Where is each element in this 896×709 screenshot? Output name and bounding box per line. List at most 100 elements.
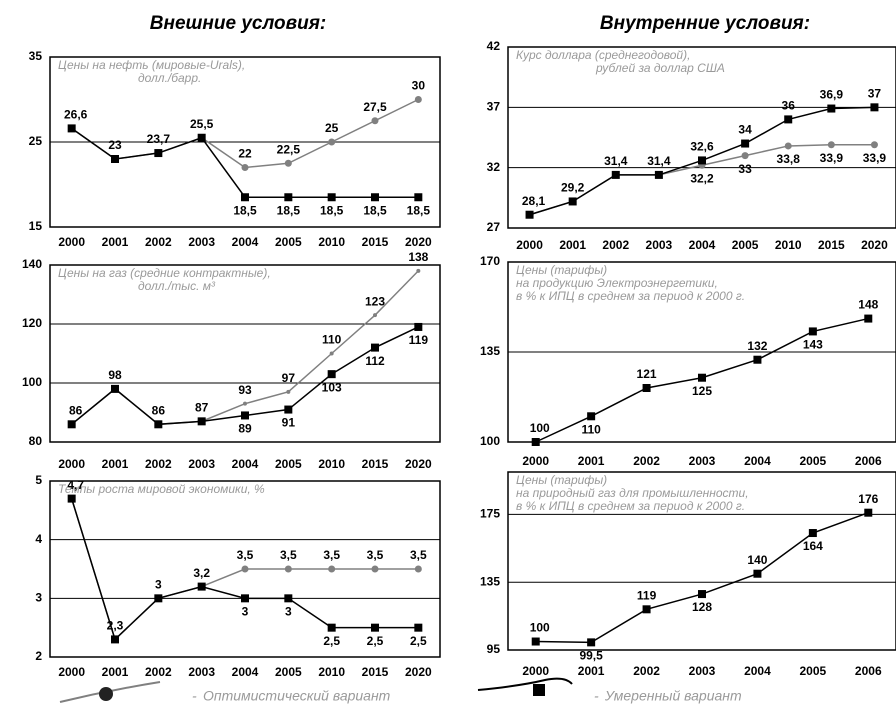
chart-title: Цены (тарифы): [516, 473, 607, 487]
chart-title: Курс доллара (среднегодовой),: [516, 48, 690, 62]
y-tick-label: 140: [22, 257, 42, 271]
point: [284, 159, 292, 167]
value-label: 164: [803, 539, 823, 553]
point: [329, 351, 334, 356]
value-label: 25,5: [190, 117, 214, 131]
value-label: 3,5: [280, 548, 297, 562]
x-tick-label: 2004: [744, 664, 771, 678]
chart-title: долл./тыс. м³: [138, 279, 216, 293]
y-tick-label: 32: [487, 160, 501, 174]
point: [414, 96, 422, 103]
point: [870, 141, 878, 149]
point: [67, 420, 76, 429]
chart-title: Цены на газ (средние контрактные),: [58, 266, 271, 280]
value-label: 33,8: [777, 152, 801, 166]
x-tick-label: 2002: [145, 457, 172, 471]
value-label: 4,7: [67, 478, 84, 492]
value-label: 3: [155, 578, 162, 592]
value-label: 25: [325, 121, 339, 135]
point: [243, 401, 247, 406]
value-label: 110: [581, 422, 601, 436]
x-tick-label: 2015: [362, 457, 389, 471]
x-tick-label: 2001: [102, 235, 129, 249]
point: [416, 268, 421, 273]
value-label: 34: [738, 123, 752, 137]
chart: 27 32 37 42 Курс доллара (среднегодовой),руб…: [487, 39, 896, 252]
x-tick-label: 2010: [318, 457, 345, 471]
y-tick-label: 42: [487, 39, 501, 53]
legend-line: [477, 677, 573, 691]
point: [371, 565, 379, 573]
point: [642, 605, 651, 614]
x-tick-label: 2002: [602, 238, 629, 252]
point: [531, 637, 540, 646]
point: [784, 115, 793, 124]
chart-title: в % к ИПЦ в среднем за период к 2000 г.: [516, 289, 745, 303]
x-tick-label: 2005: [275, 665, 302, 679]
value-label: 119: [409, 333, 429, 347]
point: [808, 529, 817, 538]
y-tick-label: 15: [29, 219, 43, 233]
point: [698, 590, 706, 599]
value-label: 22,5: [277, 142, 301, 156]
x-tick-label: 2005: [275, 457, 302, 471]
x-tick-label: 2004: [232, 665, 259, 679]
value-label: 23: [108, 138, 122, 152]
x-tick-label: 2000: [522, 454, 549, 468]
value-label: 22: [238, 147, 252, 161]
point: [827, 141, 835, 149]
point: [864, 508, 873, 517]
chart-title: в % к ИПЦ в среднем за период к 2000 г.: [516, 499, 745, 513]
value-label: 87: [195, 401, 209, 415]
x-tick-label: 2001: [102, 457, 129, 471]
chart-title: Темпы роста мировой экономики, %: [58, 482, 265, 496]
point: [327, 623, 336, 632]
value-label: 18,5: [363, 203, 387, 217]
y-tick-label: 95: [487, 642, 501, 656]
y-tick-label: 35: [29, 49, 43, 63]
value-label: 86: [69, 403, 83, 417]
y-tick-label: 27: [487, 220, 501, 234]
point: [753, 355, 762, 364]
y-tick-label: 37: [487, 100, 501, 114]
value-label: 2,3: [107, 619, 124, 633]
point: [197, 582, 206, 591]
value-label: 121: [637, 367, 657, 381]
x-tick-label: 2015: [818, 238, 845, 252]
point: [741, 139, 750, 148]
point: [111, 635, 119, 644]
x-tick-label: 2004: [744, 454, 771, 468]
point: [414, 565, 422, 573]
point: [784, 142, 792, 150]
value-label: 2,5: [367, 634, 384, 648]
value-label: 176: [858, 492, 878, 506]
value-label: 3: [285, 605, 292, 619]
legend-label: Оптимистический вариант: [203, 688, 391, 704]
chart-title: на продукцию Электроэнергетики,: [516, 276, 718, 290]
value-label: 3,5: [237, 548, 254, 562]
value-label: 3,5: [410, 548, 427, 562]
legend-dash: -: [594, 688, 599, 704]
legend-dash: -: [192, 688, 197, 704]
y-tick-label: 3: [35, 591, 42, 605]
x-tick-label: 2002: [145, 665, 172, 679]
y-tick-label: 175: [480, 507, 500, 521]
value-label: 86: [152, 403, 166, 417]
value-label: 27,5: [363, 100, 387, 114]
x-tick-label: 2020: [405, 665, 432, 679]
point: [525, 210, 534, 219]
point: [414, 322, 423, 331]
value-label: 36: [782, 99, 796, 113]
y-tick-label: 5: [35, 473, 42, 487]
x-tick-label: 2004: [689, 238, 716, 252]
point: [154, 594, 163, 603]
value-label: 148: [858, 298, 878, 312]
point: [642, 384, 651, 392]
point: [197, 417, 206, 426]
series-line: [535, 511, 869, 644]
point: [284, 565, 292, 573]
value-label: 33: [738, 162, 752, 176]
point: [241, 193, 249, 202]
x-tick-label: 2020: [861, 238, 888, 252]
x-tick-label: 2001: [578, 664, 605, 678]
